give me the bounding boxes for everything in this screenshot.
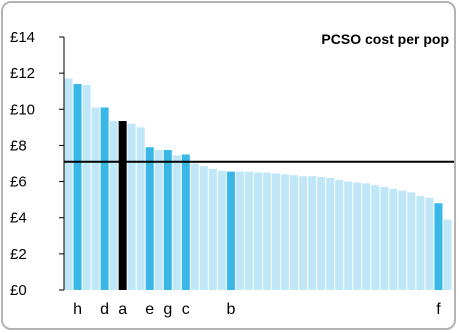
bar-5 — [100, 107, 109, 290]
y-tick-label: £8 — [10, 137, 27, 154]
y-tick-label: £6 — [10, 174, 27, 191]
bar-27 — [299, 176, 308, 290]
bar-14 — [181, 154, 190, 290]
category-label-e: e — [145, 301, 154, 318]
bar-13 — [172, 155, 181, 290]
y-axis-group: £0 £2 £4 £6 £8 £10 £12 £14 — [10, 29, 65, 299]
bar-41 — [425, 197, 434, 290]
bar-34 — [362, 183, 371, 290]
bar-22 — [253, 172, 263, 290]
category-label-f: f — [436, 301, 441, 318]
bar-1 — [64, 78, 73, 290]
bar-43 — [443, 219, 452, 290]
bar-32 — [344, 181, 353, 290]
y-tick-label: £10 — [10, 101, 35, 118]
bar-42 — [434, 203, 443, 290]
category-label-c: c — [182, 301, 190, 318]
bar-6 — [109, 121, 118, 290]
bar-12 — [163, 149, 172, 290]
bar-33 — [353, 182, 362, 290]
category-label-d: d — [100, 301, 109, 318]
category-label-h: h — [73, 301, 82, 318]
bar-8 — [127, 123, 136, 291]
category-label-b: b — [226, 301, 235, 318]
bar-30 — [326, 177, 335, 290]
bar-25 — [281, 174, 290, 290]
bar-2 — [73, 83, 82, 291]
y-tick-label: £0 — [10, 282, 27, 299]
category-label-g: g — [163, 301, 172, 318]
category-label-a: a — [118, 301, 127, 318]
bar-7 — [118, 121, 127, 290]
bar-36 — [380, 186, 389, 290]
bar-18 — [217, 170, 226, 290]
chart-title: PCSO cost per pop — [321, 31, 449, 47]
bar-39 — [407, 192, 416, 290]
bar-17 — [208, 168, 217, 290]
y-tick-label: £2 — [10, 246, 27, 263]
bar-21 — [244, 171, 253, 290]
bars-group — [64, 78, 452, 291]
bar-23 — [263, 172, 272, 290]
bar-20 — [235, 171, 244, 290]
bar-9 — [136, 127, 145, 290]
bar-37 — [389, 188, 398, 290]
bar-4 — [91, 107, 100, 290]
bar-28 — [308, 176, 317, 290]
bar-31 — [335, 179, 344, 290]
bar-3 — [82, 84, 91, 290]
bar-11 — [154, 149, 163, 290]
bar-16 — [199, 166, 208, 290]
y-tick-label: £12 — [10, 65, 35, 82]
bar-15 — [190, 163, 199, 290]
bar-19 — [226, 171, 235, 290]
bar-35 — [371, 185, 380, 290]
bar-38 — [398, 190, 407, 290]
y-tick-label: £14 — [10, 29, 35, 46]
bar-26 — [290, 175, 299, 290]
y-tick-label: £4 — [10, 210, 27, 227]
bar-24 — [272, 173, 281, 290]
bar-40 — [416, 196, 425, 290]
bar-29 — [317, 177, 326, 290]
bar-10 — [145, 147, 154, 290]
